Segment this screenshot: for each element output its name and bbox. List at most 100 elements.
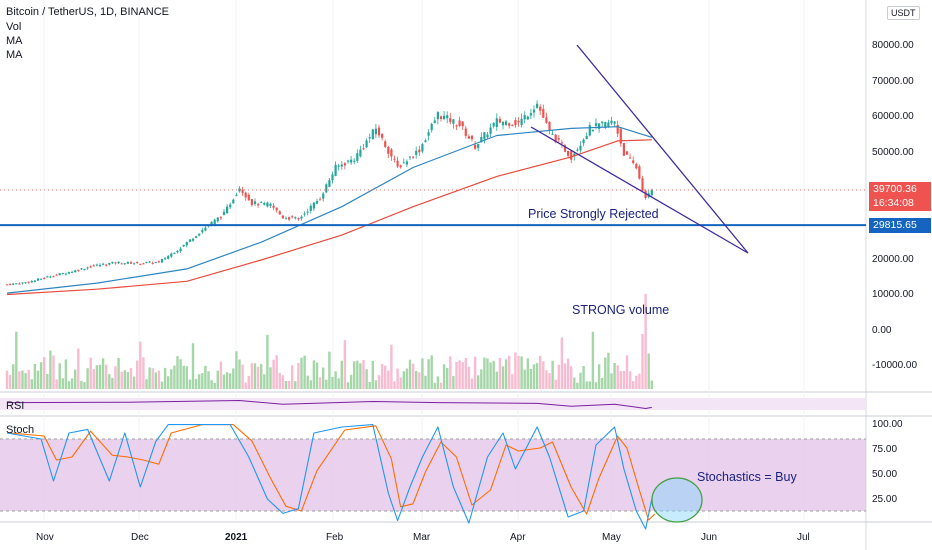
candle-body xyxy=(563,145,567,152)
volume-bar xyxy=(483,357,486,389)
candle-body xyxy=(176,250,179,253)
time-axis-label: Nov xyxy=(36,532,54,543)
candle-body xyxy=(542,108,545,118)
volume-bar xyxy=(83,382,86,389)
candle-body xyxy=(548,121,551,131)
candle-body xyxy=(650,189,653,196)
candle-body xyxy=(117,261,120,264)
candle-body xyxy=(427,132,430,136)
volume-bar xyxy=(597,364,601,389)
candle-body xyxy=(5,284,9,286)
stoch-d-line xyxy=(9,424,656,521)
candle-body xyxy=(560,142,563,144)
volume-bar xyxy=(601,377,604,389)
ma-indicator-label-1[interactable]: MA xyxy=(6,35,23,47)
candle-body xyxy=(418,149,421,153)
candle-body xyxy=(508,123,511,126)
volume-bar xyxy=(644,294,647,389)
rsi-panel-title[interactable]: RSI xyxy=(6,400,25,412)
candle-body xyxy=(340,164,343,167)
stochastics-buy-annotation: Stochastics = Buy xyxy=(697,470,797,484)
candles-group xyxy=(5,100,653,286)
candle-body xyxy=(288,217,291,220)
candle-body xyxy=(334,164,337,176)
volume-bar xyxy=(402,371,405,389)
candle-body xyxy=(458,120,461,126)
volume-bar xyxy=(95,365,99,389)
candle-body xyxy=(43,278,46,280)
volume-bar xyxy=(470,378,474,389)
candle-body xyxy=(343,163,346,166)
candle-body xyxy=(588,125,591,136)
time-axis-label: Apr xyxy=(510,532,526,543)
candle-body xyxy=(402,162,405,164)
candle-body xyxy=(629,157,632,159)
volume-bar xyxy=(514,352,517,389)
volume-bar xyxy=(442,364,446,389)
candle-body xyxy=(201,229,204,233)
volume-bar xyxy=(489,362,492,389)
candle-body xyxy=(36,278,40,281)
volume-bar xyxy=(452,376,455,389)
candle-body xyxy=(638,166,641,179)
candle-body xyxy=(393,158,396,160)
volume-bar xyxy=(396,368,399,389)
stoch-panel-title[interactable]: Stoch xyxy=(6,424,35,436)
volume-bar xyxy=(235,351,238,389)
candle-body xyxy=(619,128,622,144)
candle-body xyxy=(92,265,95,267)
volume-bar xyxy=(439,382,443,389)
volume-bar xyxy=(167,376,170,389)
volume-bar xyxy=(207,371,210,389)
volume-bar xyxy=(241,364,244,389)
candle-body xyxy=(281,215,284,219)
price-axis-label: 10000.00 xyxy=(872,289,914,300)
volume-bar xyxy=(526,358,529,389)
candle-body xyxy=(328,180,331,187)
candle-body xyxy=(160,259,164,263)
candle-body xyxy=(55,274,58,276)
price-scale-area xyxy=(866,0,932,550)
volume-bar xyxy=(132,376,136,389)
candle-body xyxy=(40,278,43,280)
volume-bar xyxy=(362,359,365,389)
candle-body xyxy=(492,122,495,127)
candle-body xyxy=(598,123,601,129)
candle-body xyxy=(167,255,170,259)
candle-body xyxy=(235,194,238,196)
volume-bar xyxy=(421,358,424,389)
volume-indicator-label[interactable]: Vol xyxy=(6,21,22,33)
volume-bar xyxy=(49,350,52,389)
volume-bar xyxy=(365,369,368,389)
currency-badge[interactable]: USDT xyxy=(887,6,920,20)
candle-body xyxy=(464,128,467,136)
candle-body xyxy=(114,262,117,264)
candle-body xyxy=(253,201,257,204)
volume-bar xyxy=(340,360,343,389)
candle-body xyxy=(58,273,61,276)
volume-bar xyxy=(331,376,334,389)
volume-bar xyxy=(346,382,350,389)
candle-body xyxy=(399,165,402,168)
candle-body xyxy=(331,174,334,181)
volume-bar xyxy=(337,378,340,389)
volume-bar xyxy=(170,369,173,389)
candle-body xyxy=(111,261,114,264)
candle-body xyxy=(374,128,377,135)
candle-body xyxy=(322,193,325,199)
ma-indicator-label-2[interactable]: MA xyxy=(6,49,23,61)
volume-group xyxy=(5,294,653,389)
volume-bar xyxy=(101,358,105,389)
rsi-line xyxy=(6,400,652,409)
candle-body xyxy=(511,124,514,126)
symbol-title[interactable]: Bitcoin / TetherUS, 1D, BINANCE xyxy=(6,6,170,18)
candle-body xyxy=(498,118,501,123)
volume-bar xyxy=(201,372,204,389)
candle-body xyxy=(365,140,368,148)
volume-bar xyxy=(511,374,514,389)
candle-body xyxy=(551,133,554,135)
stoch-axis-label: 50.00 xyxy=(872,469,898,480)
volume-bar xyxy=(64,359,68,389)
candle-body xyxy=(405,161,408,165)
